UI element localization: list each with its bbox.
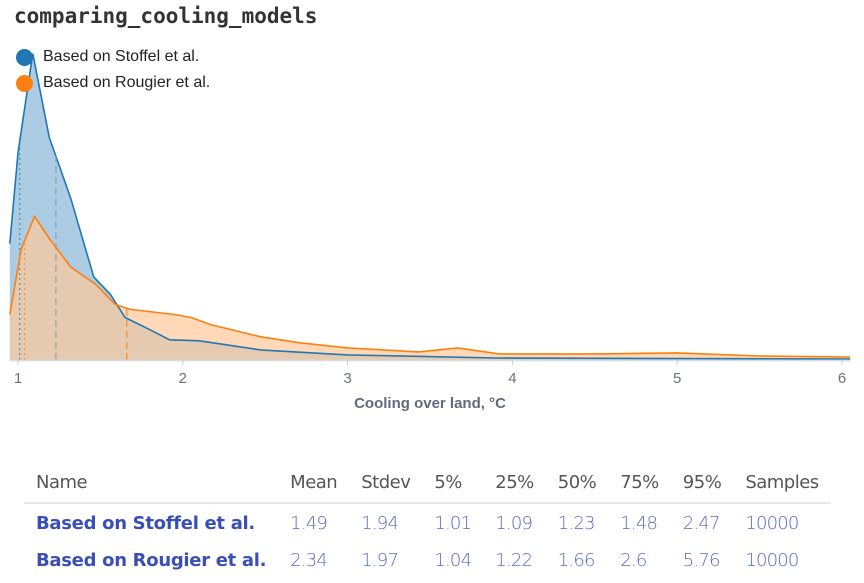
- col-header: Samples: [733, 466, 831, 504]
- legend-item-stoffel[interactable]: Based on Stoffel et al.: [16, 48, 199, 66]
- x-tick-label: 4: [508, 370, 516, 387]
- cell: 2.47: [682, 512, 721, 534]
- table-row: Based on Rougier et al. 2.34 1.97 1.04 1…: [24, 541, 831, 578]
- col-header: 50%: [545, 466, 609, 504]
- col-header: Name: [24, 466, 279, 504]
- col-header: 5%: [422, 466, 484, 504]
- col-header: Mean: [278, 466, 350, 504]
- cell: 1.48: [620, 512, 658, 534]
- x-tick-label: 1: [14, 370, 22, 387]
- cell: 1.01: [434, 512, 472, 534]
- summary-table: Name Mean Stdev 5% 25% 50% 75% 95% Sampl…: [24, 466, 831, 578]
- cell: 1.97: [361, 549, 399, 571]
- legend-label: Based on Rougier et al.: [43, 74, 211, 91]
- cell: 1.66: [557, 549, 596, 571]
- legend-label: Based on Stoffel et al.: [43, 48, 200, 65]
- legend-dot-icon: [16, 74, 33, 92]
- cell: 1.23: [557, 512, 596, 534]
- x-tick-label: 6: [838, 370, 846, 387]
- cell: 10000: [745, 549, 799, 571]
- table-header-row: Name Mean Stdev 5% 25% 50% 75% 95% Sampl…: [24, 466, 831, 504]
- cell-name: Based on Rougier et al.: [36, 549, 267, 571]
- cell: 2.6: [620, 549, 647, 571]
- page-title: comparing_cooling_models: [14, 4, 318, 28]
- series-area-1: [9, 216, 851, 360]
- density-chart: 1 2 3 4 5 6 Cooling over land, °C: [9, 53, 851, 412]
- legend-dot-icon: [16, 48, 33, 66]
- series-line-0: [9, 53, 851, 360]
- col-header: 95%: [670, 466, 734, 504]
- x-tick-label: 5: [673, 370, 681, 387]
- col-header: 25%: [483, 466, 546, 504]
- cell-name: Based on Stoffel et al.: [36, 512, 255, 534]
- col-header: Stdev: [349, 466, 423, 504]
- cell: 1.04: [434, 549, 472, 571]
- x-tick-label: 2: [179, 370, 187, 387]
- cell: 1.22: [495, 549, 533, 571]
- col-header: 75%: [608, 466, 671, 504]
- cell: 1.09: [495, 512, 533, 534]
- table-row: Based on Stoffel et al. 1.49 1.94 1.01 1…: [24, 503, 831, 541]
- cell: 10000: [745, 512, 799, 534]
- cell: 1.49: [290, 512, 328, 534]
- x-axis-label: Cooling over land, °C: [354, 395, 506, 412]
- x-tick-label: 3: [343, 370, 351, 387]
- legend-item-rougier[interactable]: Based on Rougier et al.: [16, 74, 210, 92]
- cell: 5.76: [682, 549, 721, 571]
- cell: 2.34: [290, 549, 328, 571]
- cell: 1.94: [361, 512, 399, 534]
- series-line-1: [9, 214, 851, 358]
